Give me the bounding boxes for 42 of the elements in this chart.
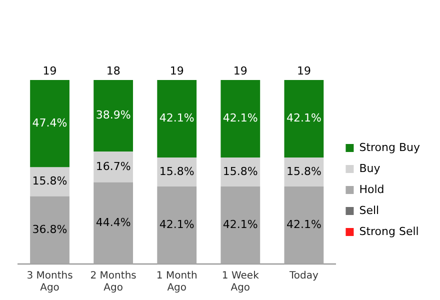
annotation: 19 [233,64,248,78]
bar [284,186,324,264]
bar [157,80,197,158]
bar [30,196,70,264]
legend-label: Hold [359,182,384,196]
data-label: 42.1% [286,218,322,232]
annotation: 19 [170,64,184,78]
annotation: 18 [106,64,120,78]
data-label: 15.8% [222,164,258,178]
data-label: 42.1% [286,112,322,125]
bar [94,80,134,152]
x-tick-label: 1 Week Ago [222,270,260,294]
data-label: 42.1% [222,218,258,232]
x-tick-label: 1 Month Ago [156,270,198,294]
data-label: 42.1% [159,218,194,232]
bar [94,182,134,264]
data-label: 15.8% [159,164,194,178]
data-label: 42.1% [159,112,194,125]
legend-label: Buy [359,162,381,175]
annotation: 19 [296,64,311,78]
bar [157,186,197,264]
data-label: 47.4% [32,116,68,130]
data-label: 15.8% [32,174,68,188]
legend-label: Sell [359,204,380,217]
data-label: 16.7% [96,160,131,173]
bar [220,186,260,264]
x-tick-label: 2 Months Ago [90,270,136,294]
bar [30,80,70,168]
data-label: 15.8% [286,164,322,178]
x-tick-label: Today [288,270,318,282]
bar [220,80,260,158]
data-label: 44.4% [96,216,131,230]
annotation: 19 [42,64,57,78]
data-label: 36.8% [32,223,68,236]
data-label: 38.9% [96,108,131,122]
bar [284,80,324,158]
x-tick-label: 3 Months Ago [26,270,73,294]
legend-label: Strong Buy [359,140,420,154]
data-label: 42.1% [222,112,258,125]
bar [94,152,134,182]
bar [30,167,70,196]
legend-label: Strong Sell [359,224,419,238]
